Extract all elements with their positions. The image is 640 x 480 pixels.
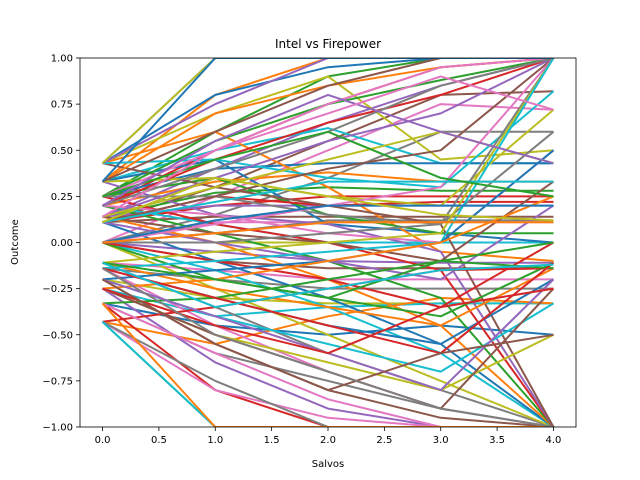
series-line-44 <box>102 180 555 427</box>
series-line-51 <box>102 261 554 327</box>
series-line-76 <box>102 58 554 198</box>
y-tick-label: 1.00 <box>51 54 73 65</box>
series-line-81 <box>102 221 554 244</box>
series-line-65 <box>102 58 555 224</box>
series-line-86 <box>102 302 554 427</box>
series-line-63 <box>102 58 554 207</box>
y-tick-label: −0.75 <box>42 376 73 387</box>
y-axis: −1.00 −0.75 −0.50 −0.25 0.00 0.25 0.50 0.75 1.00 <box>42 54 80 434</box>
x-tick-label: 1.5 <box>264 435 280 446</box>
series-line-98 <box>102 176 554 224</box>
x-axis-label: Salvos <box>312 459 345 470</box>
x-tick-label: 3.0 <box>433 435 449 446</box>
series-line-94 <box>102 93 554 207</box>
series-line-34 <box>101 287 554 427</box>
x-tick-label: 0.5 <box>151 435 167 446</box>
x-tick-label: 3.5 <box>489 435 505 446</box>
x-tick-label: 1.0 <box>207 435 223 446</box>
x-tick-label: 4.0 <box>546 435 562 446</box>
series-line-82 <box>102 260 554 299</box>
series-line-64 <box>102 58 554 218</box>
series-line-75 <box>102 58 554 183</box>
y-tick-label: −1.00 <box>42 423 73 434</box>
series-line-71 <box>102 195 554 290</box>
series-line-90 <box>101 58 554 183</box>
y-tick-label: 0.00 <box>51 238 73 249</box>
series-line-79 <box>102 180 554 224</box>
y-tick-label: 0.25 <box>51 192 73 203</box>
x-axis: 0.0 0.5 1.0 1.5 2.0 2.5 3.0 3.5 4.0 <box>95 427 562 446</box>
y-tick-label: −0.50 <box>42 330 73 341</box>
series-line-67 <box>102 58 555 244</box>
series-line-72 <box>102 241 554 305</box>
series-line-97 <box>101 267 554 427</box>
series-line-83 <box>102 262 555 355</box>
series-line-80 <box>102 204 554 244</box>
series-line-59 <box>102 90 555 189</box>
series-line-46 <box>101 320 554 427</box>
series-line-96 <box>101 75 554 218</box>
y-tick-label: 0.50 <box>51 146 73 157</box>
series-line-91 <box>101 302 554 427</box>
y-tick-label: −0.25 <box>42 284 73 295</box>
y-axis-label: Outcome <box>10 219 21 265</box>
series-line-10 <box>102 162 554 198</box>
series-line-60 <box>101 58 554 165</box>
series-line-68 <box>102 58 555 264</box>
series-line-88 <box>101 58 554 164</box>
series-line-99 <box>102 261 554 309</box>
chart-title: Intel vs Firepower <box>275 37 381 51</box>
series-line-87 <box>102 320 554 427</box>
x-tick-label: 0.0 <box>95 435 111 446</box>
series-line-89 <box>101 321 554 427</box>
series-line-95 <box>102 278 554 392</box>
x-tick-label: 2.0 <box>320 435 336 446</box>
x-tick-label: 2.5 <box>376 435 392 446</box>
y-tick-label: 0.75 <box>51 100 73 111</box>
series-layer <box>101 58 555 427</box>
series-line-74 <box>102 58 554 165</box>
